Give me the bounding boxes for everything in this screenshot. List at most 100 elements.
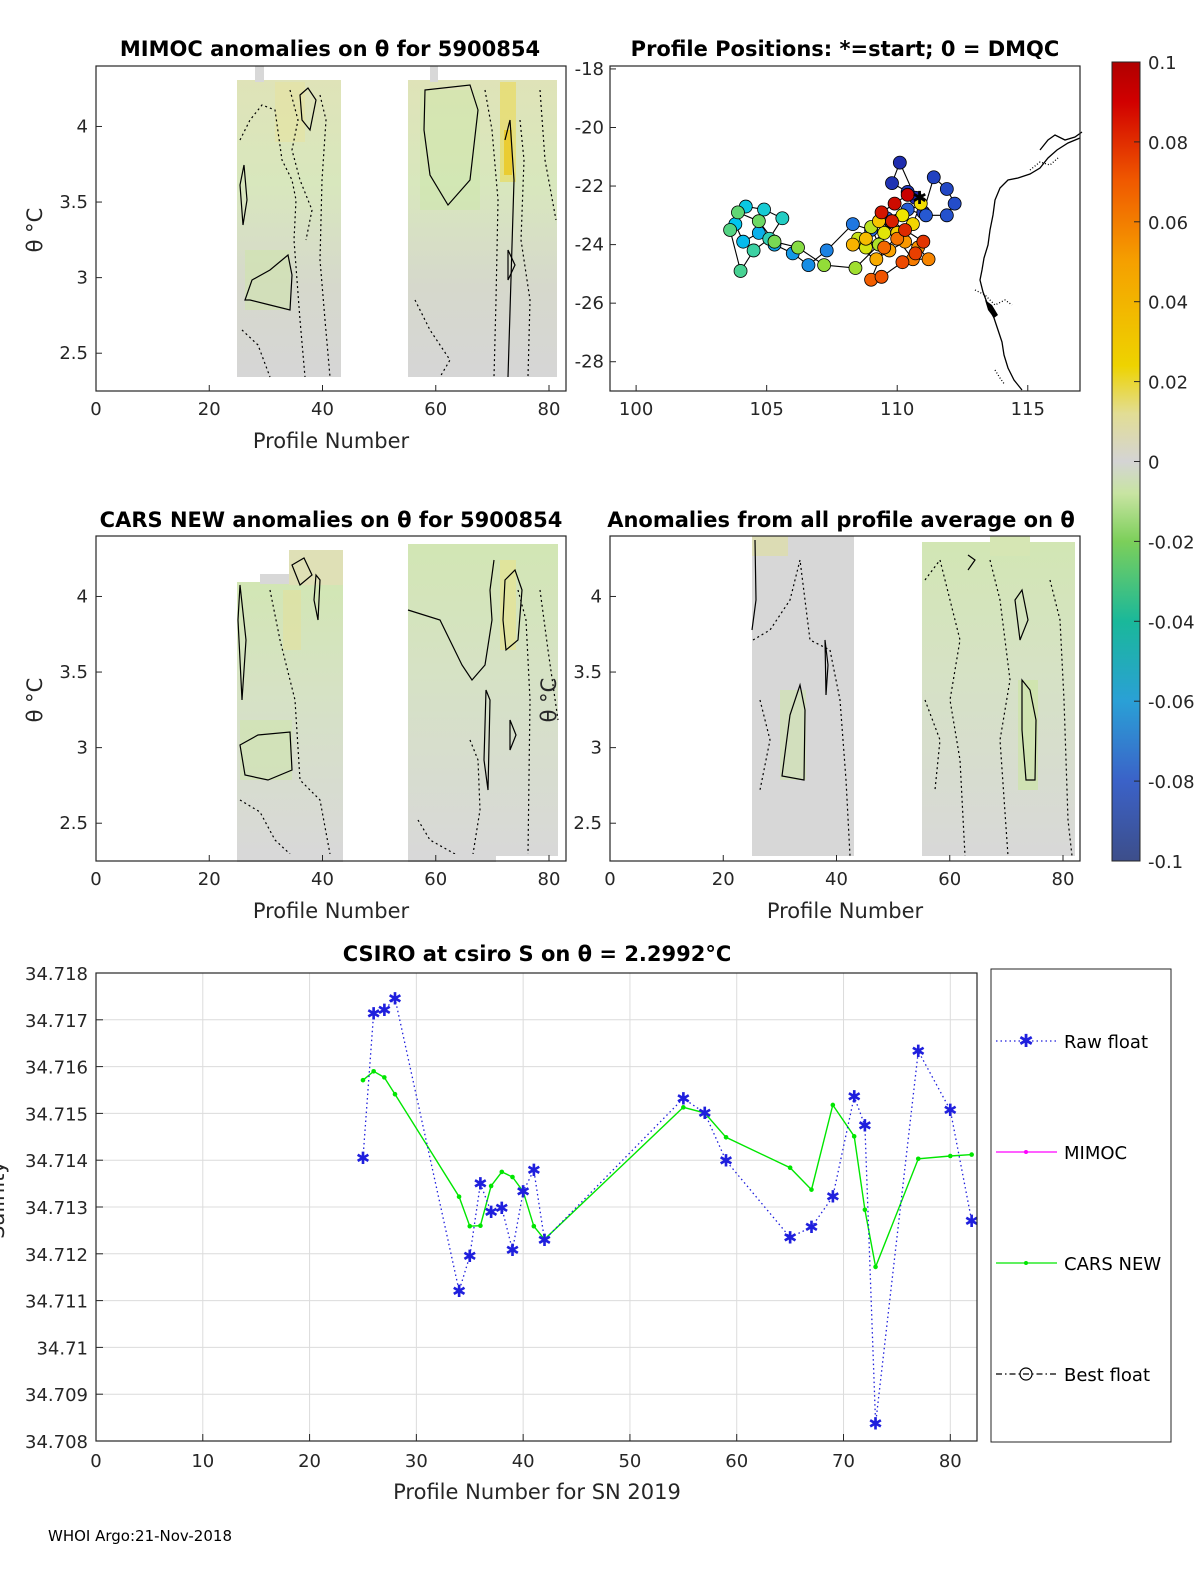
position-point [845,217,860,232]
positions-x-ticks: 100 105 110 115 [619,385,1045,420]
cars-title: CARS NEW anomalies on θ for 5900854 [100,508,563,532]
position-point [898,223,912,237]
x-tick-label: 20 [712,869,735,890]
y-tick-label: 34.713 [25,1198,88,1219]
raw-point: ✱ [719,1152,733,1172]
position-point [869,252,884,267]
cars-point [681,1105,686,1110]
x-tick-label: 0 [90,869,101,890]
ts-ylabel: Salinity [0,1161,9,1239]
raw-point: ✱ [516,1183,530,1203]
mimoc-xlabel: Profile Number [253,429,410,453]
mimoc-x-ticks: 0 20 40 60 80 [90,385,560,420]
position-point [895,208,910,223]
position-point [817,258,832,272]
position-point [801,258,816,272]
raw-point: ✱ [911,1042,925,1062]
y-tick-label: 34.717 [25,1011,88,1032]
x-tick-label: 0 [604,869,615,890]
colorbar-tick-label: 0.1 [1148,53,1177,74]
cars-block-2 [408,544,558,856]
legend-mimoc-label: MIMOC [1064,1143,1127,1164]
colorbar: 0.1 0.08 0.06 0.04 0.02 0 -0.02 -0.04 -0.06 -0.08… [1111,53,1195,873]
position-point [885,214,899,229]
footer-note: WHOI Argo:21-Nov-2018 [48,1527,232,1545]
allavg-title: Anomalies from all profile average on θ [607,508,1075,532]
colorbar-tick-label: 0.04 [1148,293,1188,314]
cars-point [371,1068,376,1074]
position-point [874,269,889,284]
legend-cars-label: CARS NEW [1064,1254,1161,1275]
ts-grid [95,972,977,1442]
cars-point [360,1077,366,1083]
raw-point: ✱ [943,1101,957,1121]
mimoc-title: MIMOC anomalies on θ for 5900854 [120,37,540,61]
ts-xlabel: Profile Number for SN 2019 [393,1480,681,1504]
x-tick-label: 80 [538,869,561,890]
cars-point [969,1152,974,1157]
y-tick-label: 34.714 [25,1151,88,1172]
cars-point [948,1153,953,1159]
x-tick-label: 0 [90,399,101,420]
raw-point: ✱ [473,1175,487,1195]
cars-point [809,1187,814,1192]
allavg-axes [609,535,1081,862]
cars-point [723,1134,729,1140]
x-tick-label: 60 [938,869,961,890]
cars-ylabel: θ °C [23,678,47,723]
legend-best-label: Best float [1064,1365,1150,1386]
raw-point: ✱ [847,1088,861,1108]
coastline [974,131,1083,391]
position-point [791,240,805,255]
legend-raw-marker: ✱ [1018,1031,1033,1052]
colorbar-tick-label: 0.06 [1148,213,1188,234]
x-tick-label: 80 [538,399,561,420]
y-tick-label: 3.5 [59,662,88,683]
position-point [939,208,954,223]
y-tick-label: 34.715 [25,1104,88,1125]
cars-axes [95,535,567,862]
position-point [919,208,933,223]
y-tick-label: 34.71 [36,1338,88,1359]
y-tick-label: 34.709 [25,1385,88,1406]
position-point [892,155,907,170]
x-tick-label: 60 [725,1451,748,1472]
position-point [819,243,834,258]
position-point [746,243,761,258]
x-tick-label: 60 [424,869,447,890]
raw-point: ✱ [367,1005,381,1025]
allavg-ylabel: θ °C [537,678,561,723]
legend-mimoc: MIMOC [996,1143,1127,1164]
cars-point [499,1169,505,1175]
y-tick-label: 3 [77,268,88,289]
position-point [874,205,889,220]
y-tick-label: 34.711 [25,1292,88,1313]
position-point [913,196,928,211]
y-tick-label: 34.716 [25,1058,88,1079]
raw-point: ✱ [783,1228,797,1248]
position-point [767,234,782,249]
mimoc-axes [95,65,567,392]
allavg-y-ticks: 2.5 3 3.5 4 [573,586,616,834]
position-point [939,182,954,196]
cars-line [362,1070,972,1270]
y-tick-label: 4 [591,586,602,607]
raw-point: ✱ [826,1188,840,1208]
colorbar-tick-label: 0.08 [1148,133,1188,154]
y-tick-label: 4 [77,116,88,137]
raw-point: ✱ [495,1199,509,1219]
float-positions [723,155,962,287]
raw-point: ✱ [463,1247,477,1267]
position-point [733,264,748,278]
legend-best: Best float [996,1365,1150,1386]
y-tick-label: 34.712 [25,1245,88,1266]
mimoc-ylabel: θ °C [23,208,47,253]
all-average-anomaly-panel: Anomalies from all profile average on θ … [537,508,1081,923]
raw-point: ✱ [356,1149,370,1169]
raw-point: ✱ [698,1104,712,1124]
cars-point [915,1156,921,1162]
x-tick-label: 80 [1052,869,1075,890]
raw-point: ✱ [868,1415,882,1435]
position-point [845,237,860,252]
